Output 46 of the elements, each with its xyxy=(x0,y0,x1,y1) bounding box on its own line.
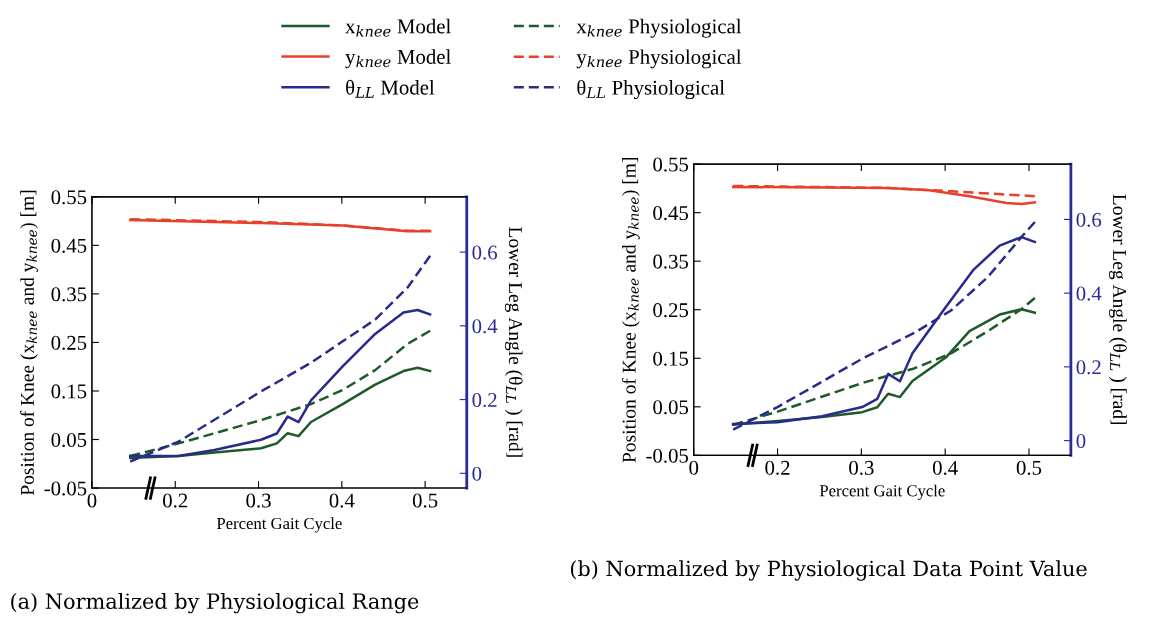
x-tick-label: 0.2 xyxy=(163,493,188,508)
text: (b) Normalized by Physiological Data Point Value xyxy=(570,560,1087,581)
y-tick-label: 0.35 xyxy=(653,254,689,269)
legend-label: x$_{knee}$ Physiological xyxy=(576,18,742,38)
y-tick-label: 0.15 xyxy=(51,384,87,399)
y2-axis-title: Lower Leg Angle (θ$_{LL}$ ) [rad] xyxy=(1108,194,1127,424)
y-axis-title: Position of Knee (x$_{knee}$ and y$_{knee}$) [m] xyxy=(621,158,640,463)
x-tick-label: 0.3 xyxy=(246,493,271,508)
y2-tick-label: 0.2 xyxy=(1076,360,1101,375)
y-tick-label: 0.45 xyxy=(51,238,87,253)
x-tick-label: 0.3 xyxy=(849,460,874,475)
x-tick-label: 0.5 xyxy=(412,493,438,508)
y-tick-label: 0.45 xyxy=(653,206,689,221)
x-tick-label: 0.4 xyxy=(932,460,958,475)
x-tick-label: 0 xyxy=(87,493,97,508)
y-tick-label: 0.25 xyxy=(51,335,87,350)
y2-tick-label: 0.4 xyxy=(472,319,498,334)
legend-label: θ$_{LL}$ Model xyxy=(346,79,435,98)
y-tick-label: 0.15 xyxy=(653,351,689,366)
y2-axis-title: Lower Leg Angle (θ$_{LL}$ ) [rad] xyxy=(504,227,523,457)
y-tick-label: -0.05 xyxy=(44,481,87,496)
x-tick-label: 0.2 xyxy=(765,460,790,475)
y2-tick-label: 0.2 xyxy=(472,392,497,408)
y2-tick-label: 0 xyxy=(1076,433,1086,449)
x-axis-title: Percent Gait Cycle xyxy=(216,517,342,533)
legend-label: y$_{knee}$ Physiological xyxy=(576,49,742,69)
text: (a) Normalized by Physiological Range xyxy=(11,592,419,614)
y-tick-label: 0.05 xyxy=(653,400,689,415)
y2-tick-label: 0.6 xyxy=(1076,212,1102,227)
x-tick-label: 0 xyxy=(689,460,699,475)
legend-label: x$_{knee}$ Model xyxy=(345,18,451,37)
y-axis-title: Position of Knee (x$_{knee}$ and y$_{knee}$) [m] xyxy=(20,190,38,496)
y2-tick-label: 0.6 xyxy=(472,245,498,260)
x-axis-title: Percent Gait Cycle xyxy=(819,484,945,500)
y-tick-label: 0.55 xyxy=(653,157,689,172)
y2-tick-label: 0.4 xyxy=(1076,286,1102,301)
x-tick-label: 0.5 xyxy=(1016,460,1042,475)
y-tick-label: 0.25 xyxy=(653,303,689,318)
y-tick-label: 0.55 xyxy=(51,190,87,205)
x-tick-label: 0.4 xyxy=(329,493,355,508)
y-tick-label: -0.05 xyxy=(646,448,689,463)
y-tick-label: 0.05 xyxy=(51,432,87,448)
line-series xyxy=(129,254,432,463)
y-tick-label: 0.35 xyxy=(51,287,87,302)
legend-label: θ$_{LL}$ Physiological xyxy=(577,80,725,100)
legend-label: y$_{knee}$ Model xyxy=(345,49,451,69)
